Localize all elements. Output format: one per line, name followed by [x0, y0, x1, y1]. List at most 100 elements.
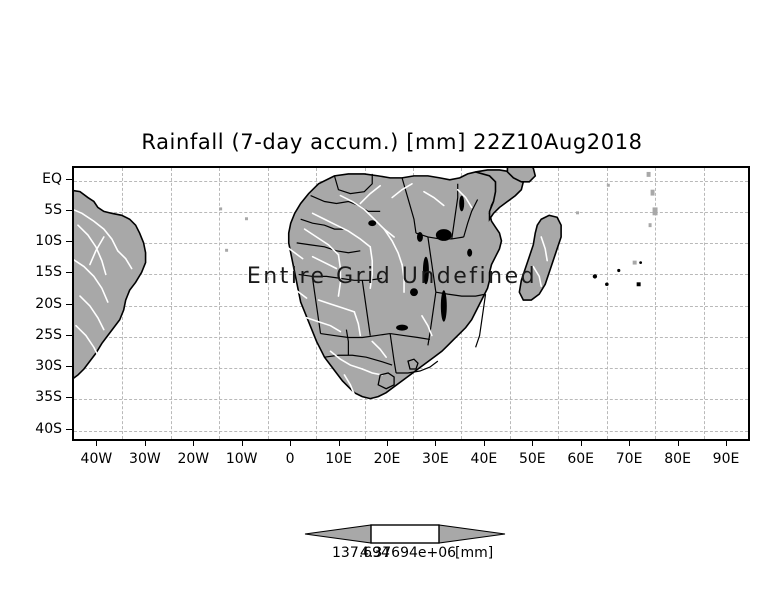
river — [75, 324, 101, 360]
lake-small — [416, 232, 423, 242]
country-border — [389, 333, 397, 374]
axis-label-x: 80E — [664, 451, 691, 467]
colorbar-min-label: 137.694 — [332, 545, 390, 561]
south-america-land — [74, 189, 147, 379]
axis-label-x: 20W — [177, 451, 210, 467]
country-border — [427, 236, 437, 293]
axis-tick-y — [66, 397, 72, 399]
lake-kariba — [396, 324, 409, 331]
island-dot — [244, 217, 248, 221]
island-dot — [219, 207, 223, 211]
country-border — [300, 218, 345, 230]
island-dot — [617, 268, 621, 273]
river — [285, 246, 304, 260]
river — [116, 249, 133, 270]
axis-label-x: 50E — [518, 451, 546, 467]
island-dot — [648, 223, 652, 228]
river — [311, 255, 338, 270]
axis-tick-x — [629, 441, 631, 446]
page-title: Rainfall (7-day accum.) [mm] 22Z10Aug201… — [141, 130, 643, 154]
river — [74, 259, 109, 303]
axis-label-y: 25S — [35, 326, 62, 343]
lakes-group — [368, 195, 473, 331]
river — [421, 315, 433, 337]
country-border — [427, 292, 437, 346]
island-dot — [605, 282, 609, 287]
river — [317, 299, 356, 313]
lake-tanganyika — [422, 256, 429, 285]
internal-polygons-group — [377, 358, 419, 390]
country-border — [475, 294, 487, 348]
axis-tick-y — [66, 366, 72, 367]
axis-label-x: 10W — [225, 451, 258, 467]
gridline-vertical — [558, 168, 560, 439]
river — [532, 265, 543, 288]
river-network-group — [74, 182, 548, 396]
axis-tick-x — [677, 441, 679, 446]
colorbar-arrow-left — [304, 524, 372, 544]
river — [337, 253, 342, 297]
axis-label-y: 10S — [35, 233, 62, 249]
river — [303, 228, 340, 256]
colorbar-max-label: 4.37694e+06 — [360, 545, 457, 561]
axis-tick-x — [532, 441, 534, 446]
axis-tick-x — [241, 441, 243, 446]
axis-label-y: 40S — [35, 420, 62, 437]
axis-tick-y — [66, 241, 72, 242]
colorbar-center-box — [370, 524, 440, 544]
country-border — [396, 360, 439, 374]
axis-tick-y — [66, 428, 72, 430]
island-dot — [639, 261, 643, 264]
gridline-vertical — [703, 168, 705, 439]
gridline-horizontal — [74, 399, 748, 401]
river — [361, 368, 383, 376]
island-dot — [592, 274, 598, 279]
island-dot — [652, 207, 658, 216]
axis-tick-x — [483, 441, 485, 446]
lesotho-border — [377, 372, 395, 390]
axis-label-x: 20E — [373, 451, 401, 467]
country-border — [311, 278, 322, 334]
axis-tick-y — [66, 334, 72, 336]
map-plot-area[interactable] — [72, 166, 750, 441]
country-border — [361, 280, 371, 336]
colorbar-units-label: [mm] — [455, 545, 494, 561]
river — [353, 311, 362, 337]
lake-turkana — [459, 195, 465, 212]
island-dot — [636, 282, 641, 287]
river — [540, 236, 548, 262]
country-border — [320, 332, 391, 339]
river — [371, 340, 387, 358]
island-dot — [632, 260, 637, 265]
island-dot — [576, 211, 580, 215]
river — [77, 224, 107, 276]
axis-tick-x — [290, 441, 292, 446]
axis-tick-y — [66, 272, 72, 274]
axis-label-x: 60E — [567, 451, 595, 467]
country-border — [296, 242, 361, 254]
river — [456, 188, 473, 209]
lake-small — [410, 288, 418, 297]
arabia-land — [506, 168, 537, 183]
lake-small — [467, 248, 473, 257]
gridline-vertical — [509, 168, 511, 439]
river — [289, 285, 308, 299]
gridline-vertical — [606, 168, 608, 439]
colorbar[interactable] — [303, 521, 507, 547]
country-border — [310, 195, 381, 212]
landmass-group — [74, 168, 658, 400]
axis-tick-x — [435, 441, 437, 446]
island-dot — [646, 171, 651, 177]
axis-label-y: 5S — [44, 201, 62, 218]
lake-small — [368, 220, 377, 227]
gridline-vertical — [267, 168, 269, 439]
country-border — [390, 332, 430, 341]
axis-tick-y — [66, 303, 72, 305]
axis-label-x: 0 — [285, 451, 295, 467]
axis-label-x: 70E — [615, 451, 643, 467]
axis-label-x: 30W — [129, 451, 161, 467]
madagascar-land — [518, 214, 562, 301]
river — [79, 295, 105, 331]
axis-tick-y — [66, 209, 72, 211]
axis-tick-x — [726, 441, 727, 446]
